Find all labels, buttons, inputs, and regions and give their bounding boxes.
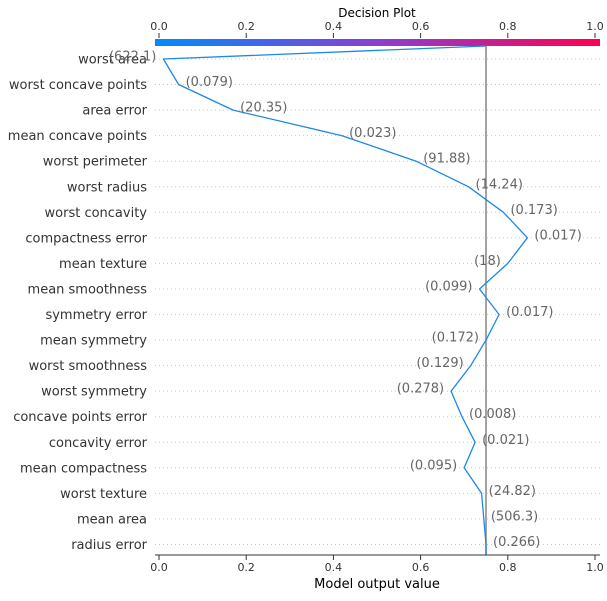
feature-label: concave points error [13, 410, 147, 425]
bottom-axis: 0.0 0.2 0.4 0.6 0.8 1.0 [150, 554, 604, 574]
feature-value-label: (0.095) [410, 458, 457, 473]
feature-label: mean texture [59, 257, 147, 272]
feature-value-label: (0.008) [469, 407, 516, 422]
feature-label: worst concavity [45, 206, 148, 221]
feature-value-label: (18) [474, 254, 501, 269]
bottom-tick-label: 0.8 [499, 561, 517, 574]
bottom-tick-label: 0.0 [150, 561, 168, 574]
decision-path-line [162, 45, 529, 555]
feature-label: worst perimeter [43, 155, 148, 170]
feature-label: radius error [71, 538, 147, 553]
colorbar [155, 39, 600, 46]
feature-label: compactness error [25, 231, 147, 246]
feature-label: worst concave points [9, 78, 147, 93]
top-tick-label: 0.2 [237, 20, 255, 33]
feature-value-label: (24.82) [489, 484, 536, 499]
feature-label: worst area [78, 53, 147, 68]
bottom-tick-label: 1.0 [586, 561, 604, 574]
feature-label: worst radius [67, 180, 147, 195]
top-tick-label: 0.6 [412, 20, 430, 33]
feature-value-label: (0.129) [416, 356, 463, 371]
feature-label: worst symmetry [41, 385, 147, 400]
feature-label: mean concave points [8, 129, 147, 144]
feature-value-label: (20.35) [240, 101, 287, 116]
feature-label: area error [82, 104, 147, 119]
top-tick-label: 0.0 [150, 20, 168, 33]
top-tick-label: 0.8 [499, 20, 517, 33]
bottom-tick-label: 0.6 [412, 561, 430, 574]
feature-value-label: (0.079) [186, 75, 233, 90]
feature-value-label: (0.017) [506, 305, 553, 320]
feature-label: mean smoothness [28, 282, 148, 297]
feature-label: concavity error [49, 436, 148, 451]
feature-value-label: (0.099) [425, 279, 472, 294]
feature-labels: worst area worst concave points area error… [8, 53, 148, 553]
top-tick-label: 1.0 [586, 20, 604, 33]
feature-label: mean compactness [20, 461, 147, 476]
feature-value-label: (0.021) [482, 433, 529, 448]
feature-value-label: (14.24) [476, 177, 523, 192]
bottom-tick-label: 0.2 [237, 561, 255, 574]
top-tick-label: 0.4 [325, 20, 343, 33]
feature-value-label: (506.3) [491, 509, 538, 524]
top-axis: 0.0 0.2 0.4 0.6 0.8 1.0 [150, 20, 604, 38]
feature-label: symmetry error [45, 308, 147, 323]
feature-value-label: (0.017) [534, 228, 581, 243]
bottom-tick-label: 0.4 [325, 561, 343, 574]
feature-value-label: (0.266) [493, 535, 540, 550]
plot-title: Decision Plot [338, 6, 416, 20]
x-axis-title: Model output value [314, 577, 440, 592]
feature-label: worst texture [60, 487, 147, 502]
feature-value-labels: (622.1) (0.079) (20.35) (0.023) (91.88) (14.2… [109, 50, 582, 550]
feature-label: mean area [77, 512, 147, 527]
decision-path [162, 45, 529, 555]
feature-value-label: (0.023) [349, 126, 396, 141]
feature-value-label: (91.88) [423, 152, 470, 167]
feature-label: worst smoothness [29, 359, 148, 374]
feature-value-label: (622.1) [109, 50, 156, 65]
feature-value-label: (0.172) [432, 331, 479, 346]
feature-label: mean symmetry [40, 334, 147, 349]
feature-value-label: (0.173) [510, 203, 557, 218]
feature-value-label: (0.278) [397, 382, 444, 397]
